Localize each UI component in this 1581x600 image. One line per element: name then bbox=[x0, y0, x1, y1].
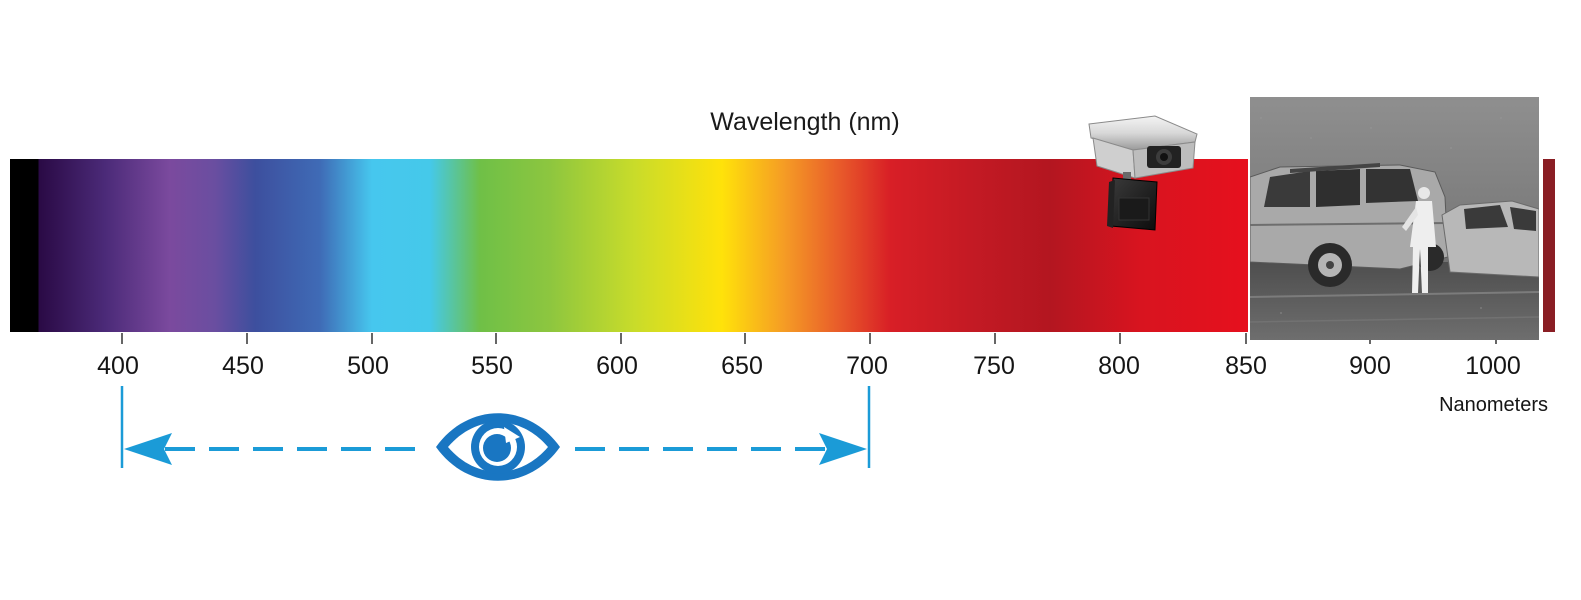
tick-label-600: 600 bbox=[596, 352, 638, 380]
tick-label-550: 550 bbox=[471, 352, 513, 380]
security-camera-icon bbox=[1088, 115, 1198, 231]
tick-label-400: 400 bbox=[97, 352, 139, 380]
spectrum-bar bbox=[10, 159, 1248, 332]
eye-icon bbox=[436, 413, 560, 481]
tick-label-900: 900 bbox=[1349, 352, 1391, 380]
infrared-photo bbox=[1250, 97, 1539, 340]
nir-strip bbox=[1543, 159, 1555, 332]
tick-label-450: 450 bbox=[222, 352, 264, 380]
tick-label-1000: 1000 bbox=[1465, 352, 1521, 380]
tick-label-500: 500 bbox=[347, 352, 389, 380]
arrow-right-icon bbox=[819, 433, 867, 465]
tick-label-700: 700 bbox=[846, 352, 888, 380]
tick-label-650: 650 bbox=[721, 352, 763, 380]
arrow-left-icon bbox=[124, 433, 172, 465]
tick-label-800: 800 bbox=[1098, 352, 1140, 380]
tick-label-850: 850 bbox=[1225, 352, 1267, 380]
tick-label-750: 750 bbox=[973, 352, 1015, 380]
wavelength-title: Wavelength (nm) bbox=[710, 108, 900, 136]
unit-label: Nanometers bbox=[1439, 394, 1548, 416]
